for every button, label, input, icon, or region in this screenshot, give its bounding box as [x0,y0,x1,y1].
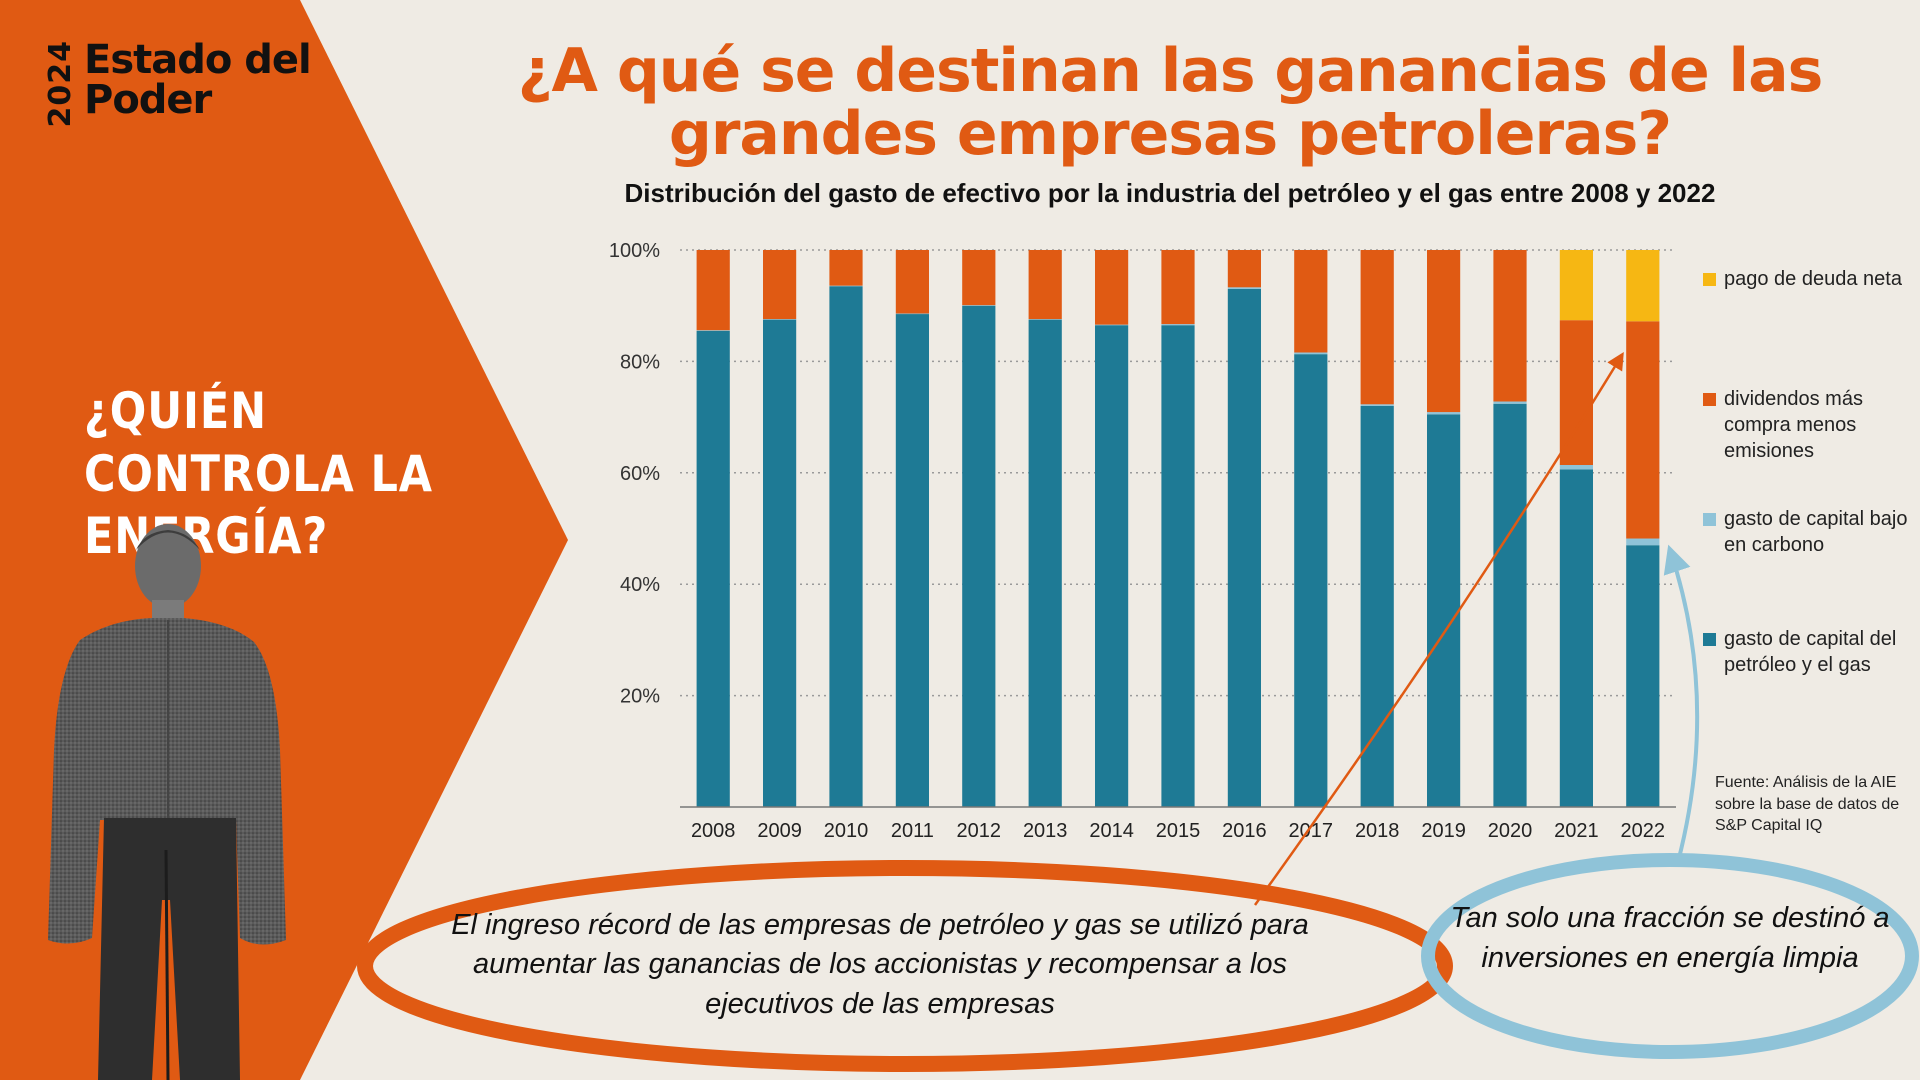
bar-segment [962,305,996,807]
bar-segment [1227,288,1261,807]
bar-segment [1493,250,1527,402]
callout-left-text: El ingreso récord de las empresas de pet… [451,909,1309,1020]
x-tick-label: 2017 [1289,820,1334,842]
bar-segment [895,313,929,315]
bar-segment [1294,250,1328,353]
bar-segment [1427,414,1461,807]
bar-segment [962,250,996,306]
bar-segment [962,305,996,306]
x-tick-label: 2012 [957,820,1002,842]
legend-item-dividends: dividendos más compra menos emisiones [1703,386,1914,464]
x-tick-label: 2018 [1355,820,1400,842]
chart-subtitle: Distribución del gasto de efectivo por l… [624,178,1716,208]
axes: 20% 40% 60% 80% 100% 2008 2009 2010 2011 2012 2013… [609,240,1676,842]
bar-segment [1360,250,1394,405]
x-tick-label: 2021 [1554,820,1599,842]
bar-segment [1493,401,1527,404]
bar-segment [696,330,730,331]
callout-right-ellipse [1421,853,1919,1059]
callout-right-text: Tan solo una fracción se destinó a inver… [1450,902,1890,975]
bar-segment [1294,354,1328,807]
bar-segment [1227,250,1261,288]
x-tick-label: 2014 [1089,820,1134,842]
legend-item-debt: pago de deuda neta [1703,266,1914,292]
x-tick-label: 2022 [1621,820,1666,842]
bar-segment [696,250,730,331]
blue-arrow [1663,544,1700,863]
legend-swatch [1703,393,1716,406]
bar-segment [1095,324,1129,326]
annotation-arrows [1253,352,1700,906]
y-tick-label: 100% [609,240,660,262]
bar-segment [1626,250,1660,322]
y-tick-label: 60% [620,463,660,485]
x-tick-label: 2011 [891,820,934,842]
bar-segment [1028,319,1062,807]
y-tick-label: 20% [620,686,660,708]
legend-label: dividendos más compra menos emisiones [1724,388,1863,462]
bar-segment [1493,403,1527,807]
bar-segment [829,285,863,287]
bar-segment [1028,250,1062,320]
x-tick-label: 2008 [691,820,736,842]
bar-segment [1626,545,1660,807]
bar-segment [829,286,863,808]
brand-logo: 2024 Estado del Poder [43,37,312,128]
side-question: ¿QUIÉN CONTROLA LA ENERGÍA? [84,382,433,565]
brand-line-1: Estado del [84,37,312,83]
x-tick-label: 2019 [1421,820,1466,842]
bar-segment [895,314,929,807]
bar-segment [1626,321,1660,539]
x-tick-label: 2010 [824,820,869,842]
bar-segment [1227,287,1261,289]
bar-segment [763,319,797,320]
y-tick-label: 80% [620,351,660,373]
bar-segment [1559,250,1593,321]
legend-swatch [1703,513,1716,526]
bar-segment [1095,325,1129,807]
bars [696,250,1660,808]
legend-swatch [1703,633,1716,646]
bar-segment [1161,324,1195,326]
legend-item-low-carbon: gasto de capital bajo en carbono [1703,506,1914,558]
brand-line-2: Poder [84,77,212,123]
source-note: Fuente: Análisis de la AIE sobre la base… [1715,774,1900,835]
bar-segment [1161,250,1195,325]
page-title: ¿A qué se destinan las ganancias de las … [517,36,1824,169]
bar-segment [1559,469,1593,807]
bar-segment [1626,538,1660,546]
callout-ellipses [357,853,1919,1072]
legend-label: gasto de capital del petróleo y el gas [1724,628,1897,676]
x-tick-label: 2013 [1023,820,1068,842]
bar-segment [1427,250,1461,413]
y-tick-label: 40% [620,574,660,596]
bar-segment [696,330,730,807]
x-tick-label: 2020 [1488,820,1533,842]
bar-segment [1559,465,1593,470]
bar-segment [895,250,929,314]
x-tick-label: 2009 [757,820,802,842]
bar-segment [1028,319,1062,320]
bar-segment [1559,320,1593,466]
legend-label: pago de deuda neta [1724,268,1902,290]
bar-segment [1095,250,1129,325]
legend-swatch [1703,273,1716,286]
bar-segment [829,250,863,286]
orange-arrow [1253,352,1624,906]
bar-segment [763,250,797,320]
x-tick-label: 2015 [1156,820,1201,842]
brand-name: Estado del Poder [84,37,312,123]
bar-segment [1294,352,1328,355]
legend-label: gasto de capital bajo en carbono [1724,508,1908,556]
callout-left-ellipse [357,860,1453,1072]
businessman-illustration [48,524,286,1080]
bar-segment [1360,405,1394,807]
bar-segment [1161,325,1195,807]
bar-segment [1360,404,1394,406]
legend-item-oil-gas-capex: gasto de capital del petróleo y el gas [1703,626,1914,678]
bar-segment [1427,412,1461,415]
bar-segment [763,319,797,807]
x-tick-label: 2016 [1222,820,1267,842]
